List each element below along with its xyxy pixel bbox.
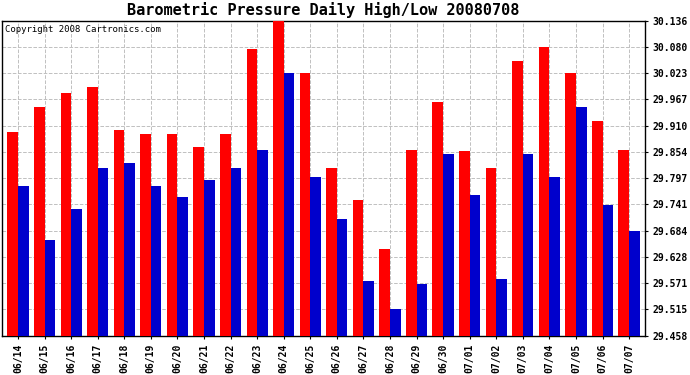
Bar (273, 21, 284, 336)
Bar (326, 168, 337, 336)
Bar (629, 231, 640, 336)
Bar (486, 168, 496, 336)
Bar (257, 150, 268, 336)
Bar (353, 200, 364, 336)
Bar (140, 134, 151, 336)
Bar (592, 121, 602, 336)
Bar (470, 195, 480, 336)
Bar (496, 279, 507, 336)
Bar (71, 209, 82, 336)
Bar (459, 151, 470, 336)
Bar (576, 107, 586, 336)
Bar (87, 87, 98, 336)
Bar (151, 186, 161, 336)
Bar (98, 168, 108, 336)
Bar (565, 73, 576, 336)
Bar (512, 61, 523, 336)
Bar (193, 147, 204, 336)
Bar (220, 134, 230, 336)
Bar (45, 240, 55, 336)
Bar (167, 134, 177, 336)
Bar (177, 197, 188, 336)
Bar (380, 249, 390, 336)
Bar (204, 180, 215, 336)
Bar (390, 309, 401, 336)
Bar (246, 49, 257, 336)
Bar (443, 154, 454, 336)
Text: Copyright 2008 Cartronics.com: Copyright 2008 Cartronics.com (6, 26, 161, 34)
Bar (549, 177, 560, 336)
Title: Barometric Pressure Daily High/Low 20080708: Barometric Pressure Daily High/Low 20080… (128, 2, 520, 18)
Bar (618, 150, 629, 336)
Bar (124, 163, 135, 336)
Bar (406, 150, 417, 336)
Bar (299, 73, 310, 336)
Bar (310, 177, 321, 336)
Bar (523, 154, 533, 336)
Bar (602, 205, 613, 336)
Bar (364, 282, 374, 336)
Bar (61, 93, 71, 336)
Bar (417, 284, 427, 336)
Bar (539, 46, 549, 336)
Bar (18, 186, 29, 336)
Bar (230, 168, 241, 336)
Bar (433, 102, 443, 336)
Bar (337, 219, 348, 336)
Bar (284, 73, 295, 336)
Bar (8, 132, 18, 336)
Bar (114, 130, 124, 336)
Bar (34, 107, 45, 336)
